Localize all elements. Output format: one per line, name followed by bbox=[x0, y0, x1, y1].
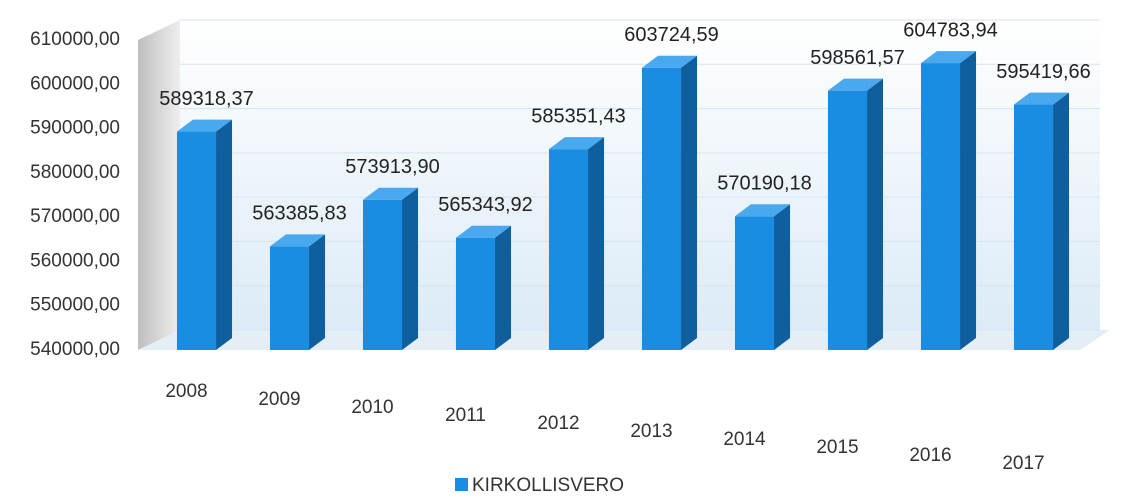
side-wall bbox=[138, 20, 180, 350]
x-tick-label: 2009 bbox=[258, 389, 300, 410]
y-tick-label: 590000,00 bbox=[30, 118, 120, 139]
bar-top bbox=[734, 204, 791, 217]
data-label: 598561,57 bbox=[810, 47, 905, 69]
bar-side bbox=[588, 137, 605, 350]
bar-side bbox=[216, 119, 233, 350]
bar bbox=[548, 149, 589, 350]
bar-top bbox=[176, 119, 233, 132]
data-label: 589318,37 bbox=[159, 88, 254, 110]
bar bbox=[641, 67, 682, 350]
y-tick-label: 560000,00 bbox=[30, 250, 120, 271]
y-tick-label: 610000,00 bbox=[30, 29, 120, 50]
bar-side bbox=[960, 51, 977, 350]
x-tick-label: 2016 bbox=[909, 445, 951, 466]
y-tick-label: 570000,00 bbox=[30, 206, 120, 227]
data-label: 595419,66 bbox=[996, 61, 1091, 83]
data-label: 573913,90 bbox=[345, 156, 440, 178]
y-tick-label: 600000,00 bbox=[30, 73, 120, 94]
legend-label: KIRKOLLISVERO bbox=[472, 475, 624, 496]
bar bbox=[269, 246, 310, 350]
x-tick-label: 2012 bbox=[537, 413, 579, 434]
bar-side bbox=[1053, 92, 1070, 351]
legend-swatch bbox=[455, 478, 468, 491]
bar-top bbox=[455, 225, 512, 238]
bar-top bbox=[1013, 92, 1070, 105]
bar bbox=[1013, 104, 1054, 351]
data-label: 570190,18 bbox=[717, 173, 812, 195]
bar-top bbox=[920, 51, 977, 64]
data-label: 603724,59 bbox=[624, 24, 719, 46]
bar bbox=[455, 237, 496, 350]
y-tick-label: 550000,00 bbox=[30, 295, 120, 316]
x-tick-label: 2011 bbox=[445, 405, 486, 426]
x-tick-label: 2010 bbox=[351, 397, 393, 418]
bar-top bbox=[548, 137, 605, 150]
bar bbox=[362, 199, 403, 350]
bar-top bbox=[641, 55, 698, 68]
data-label: 604783,94 bbox=[903, 19, 998, 41]
bar-side bbox=[309, 234, 326, 350]
bar-side bbox=[774, 204, 791, 350]
x-tick-label: 2015 bbox=[816, 437, 858, 458]
bar bbox=[920, 63, 961, 350]
x-tick-label: 2014 bbox=[723, 429, 766, 450]
bar-side bbox=[495, 225, 512, 350]
bar-top bbox=[269, 234, 326, 247]
bar-side bbox=[681, 55, 698, 350]
y-tick-label: 540000,00 bbox=[30, 339, 120, 360]
x-tick-label: 2008 bbox=[165, 381, 207, 402]
y-tick-label: 580000,00 bbox=[30, 162, 120, 183]
data-label: 565343,92 bbox=[438, 194, 533, 216]
data-label: 585351,43 bbox=[531, 105, 626, 127]
bar bbox=[176, 131, 217, 350]
bar bbox=[827, 90, 868, 350]
bar-side bbox=[402, 187, 419, 350]
bar-top bbox=[362, 187, 419, 200]
x-tick-label: 2013 bbox=[630, 421, 672, 442]
bar bbox=[734, 216, 775, 350]
data-label: 563385,83 bbox=[252, 203, 347, 225]
x-tick-label: 2017 bbox=[1002, 453, 1044, 474]
bar-side bbox=[867, 78, 884, 350]
bar-top bbox=[827, 78, 884, 91]
